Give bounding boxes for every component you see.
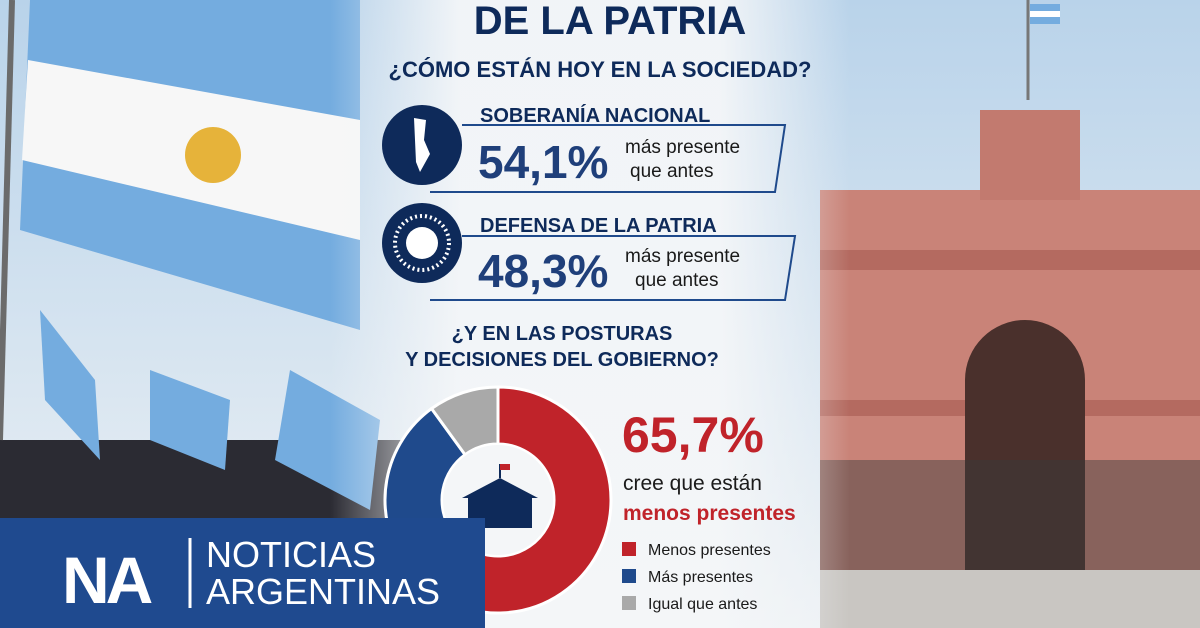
- building: [820, 0, 1200, 628]
- subtitle: ¿CÓMO ESTÁN HOY EN LA SOCIEDAD?: [389, 57, 812, 82]
- legend-swatch: [622, 542, 636, 556]
- legend-label: Igual que antes: [648, 596, 757, 613]
- stat-note: más presente: [625, 246, 740, 267]
- annotation: menos presentes: [623, 502, 796, 525]
- stat-value: 48,3%: [478, 245, 608, 297]
- brand-name: ARGENTINAS: [206, 571, 440, 612]
- legend-swatch: [622, 596, 636, 610]
- chart-title: Y DECISIONES DEL GOBIERNO?: [405, 349, 719, 371]
- title: DE LA PATRIA: [474, 0, 747, 43]
- stat-card: DEFENSA DE LA PATRIA 48,3% más presente …: [382, 203, 797, 301]
- stat-label: SOBERANÍA NACIONAL: [480, 104, 710, 127]
- legend-swatch: [622, 569, 636, 583]
- stat-value: 54,1%: [478, 136, 608, 188]
- donut-slice: [429, 385, 500, 457]
- stat-note: que antes: [630, 161, 713, 182]
- annotation: cree que están: [623, 472, 762, 495]
- brand: NA NOTICIAS ARGENTINAS: [0, 518, 485, 628]
- stat-label: DEFENSA DE LA PATRIA: [480, 215, 717, 237]
- stat-card: SOBERANÍA NACIONAL 54,1% más presente qu…: [382, 104, 787, 193]
- legend: Menos presentes Más presentes Igual que an…: [622, 542, 771, 613]
- value-label: 65,7%: [622, 407, 764, 463]
- brand-name: NOTICIAS: [206, 534, 376, 575]
- chart-title: ¿Y EN LAS POSTURAS: [452, 323, 673, 345]
- brand-logo: NA: [62, 543, 152, 617]
- stat-note: que antes: [635, 270, 718, 291]
- legend-label: Más presentes: [648, 569, 753, 586]
- legend-label: Menos presentes: [648, 542, 771, 559]
- stat-note: más presente: [625, 137, 740, 158]
